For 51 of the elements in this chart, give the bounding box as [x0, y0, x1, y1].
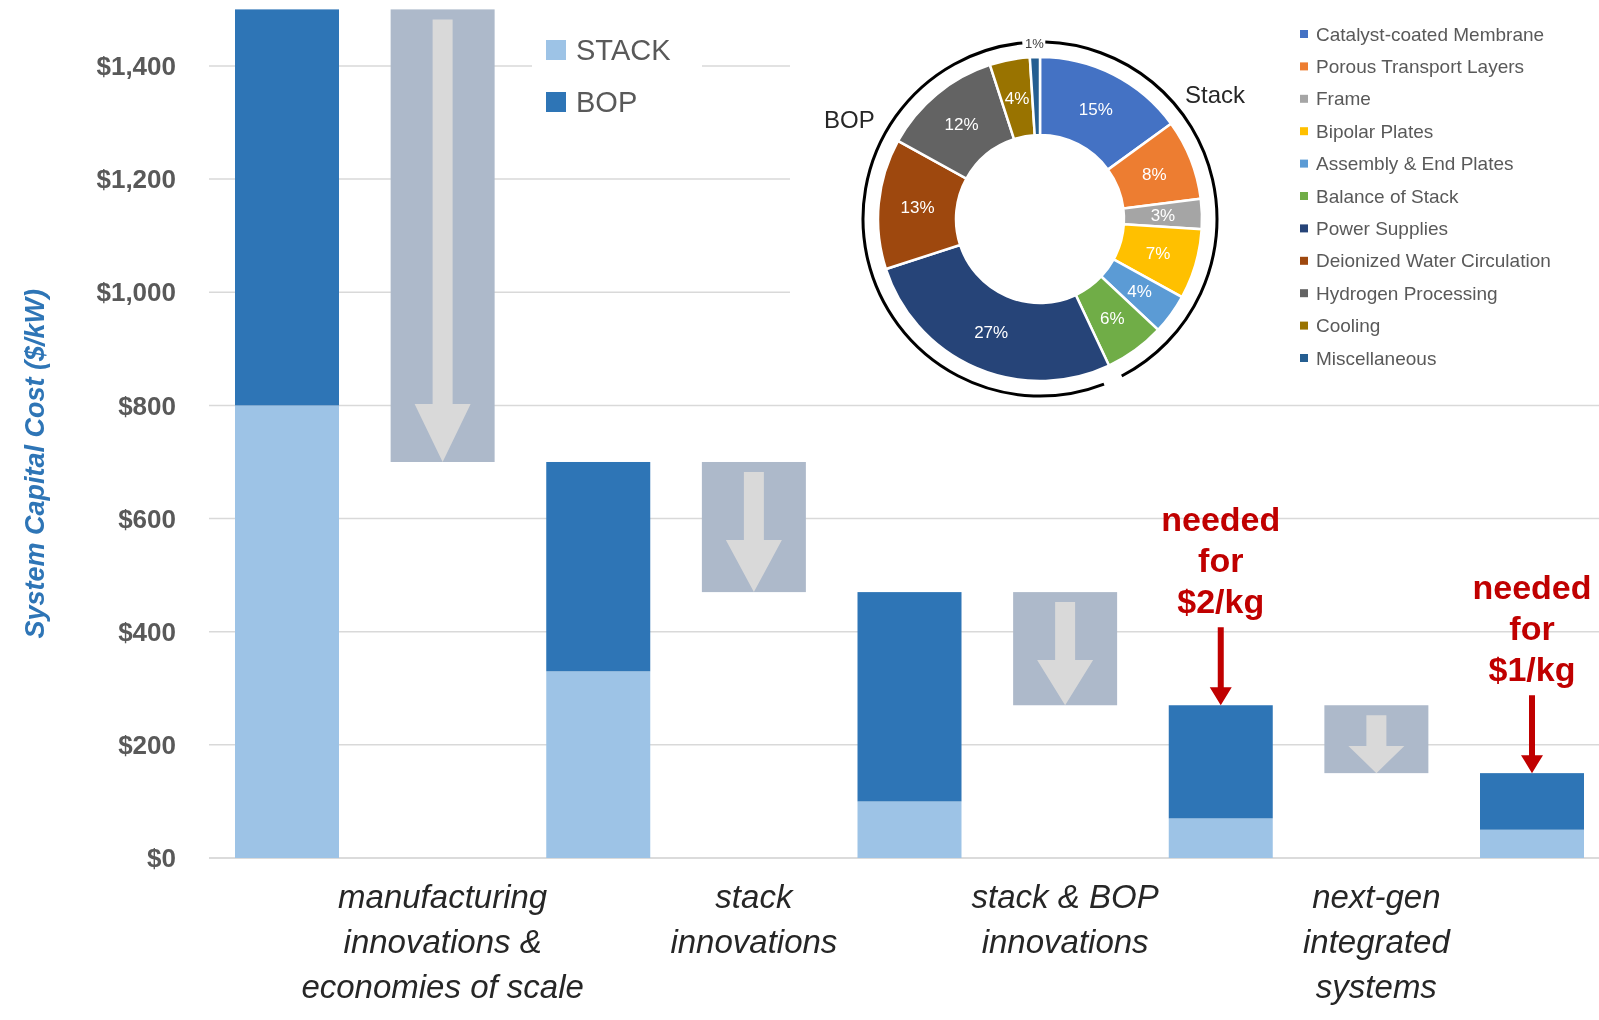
y-tick-label: $200 — [118, 729, 176, 760]
legend-label: Deionized Water Circulation — [1316, 250, 1551, 272]
data-label: 6% — [1100, 309, 1125, 329]
legend-label: Cooling — [1316, 315, 1381, 337]
data-label: 8% — [1142, 164, 1167, 184]
data-label: 3% — [1150, 206, 1176, 226]
bar — [235, 405, 339, 858]
data-label: 27% — [974, 322, 1009, 342]
y-tick-label: $800 — [118, 390, 176, 421]
y-tick-label: $1,400 — [96, 51, 176, 82]
bar — [1168, 818, 1273, 858]
x-tick-label: next-gen integrated systems — [1302, 878, 1452, 1005]
bar — [1168, 705, 1273, 819]
data-label: 13% — [900, 198, 935, 218]
y-tick-label: $600 — [118, 503, 176, 534]
data-label: 7% — [1145, 244, 1171, 264]
bar — [546, 461, 651, 672]
legend-label: BOP — [576, 86, 638, 119]
bar — [1480, 773, 1584, 830]
bar — [546, 671, 651, 858]
x-tick-label: stack & BOP innovations — [971, 878, 1159, 960]
legend-label: Frame — [1316, 88, 1371, 110]
legend-label: Balance of Stack — [1316, 185, 1460, 207]
legend-label: Miscellaneous — [1316, 347, 1437, 369]
data-label: 4% — [1127, 282, 1152, 302]
legend-label: Power Supplies — [1316, 218, 1449, 240]
bar — [1480, 829, 1584, 858]
annotation: needed for $1/kg — [1472, 568, 1592, 689]
data-label: 15% — [1078, 100, 1113, 120]
legend-label: Bipolar Plates — [1316, 120, 1434, 142]
y-tick-label: $1,000 — [96, 277, 176, 308]
y-axis-title: System Capital Cost ($/kW) — [20, 288, 50, 639]
data-label: 1% — [1025, 35, 1045, 51]
bar — [235, 9, 339, 406]
x-tick-label: stack innovations — [670, 878, 838, 960]
annotation: Stack — [1185, 80, 1247, 108]
y-tick-label: $0 — [147, 843, 176, 874]
data-label: 12% — [944, 115, 979, 135]
x-tick-label: manufacturing innovations & economies of scale — [301, 878, 584, 1005]
bar — [857, 801, 962, 858]
y-tick-label: $400 — [118, 616, 176, 647]
legend-label: Assembly & End Plates — [1316, 153, 1514, 175]
bar — [857, 592, 962, 802]
legend-label: Porous Transport Layers — [1316, 56, 1525, 78]
legend-label: Hydrogen Processing — [1316, 282, 1498, 304]
legend-label: STACK — [576, 34, 672, 67]
y-tick-label: $1,200 — [96, 164, 176, 195]
data-label: 4% — [1004, 89, 1030, 109]
annotation: needed for $2/kg — [1161, 500, 1281, 621]
legend-label: Catalyst-coated Membrane — [1316, 23, 1545, 45]
annotation: BOP — [824, 105, 875, 133]
